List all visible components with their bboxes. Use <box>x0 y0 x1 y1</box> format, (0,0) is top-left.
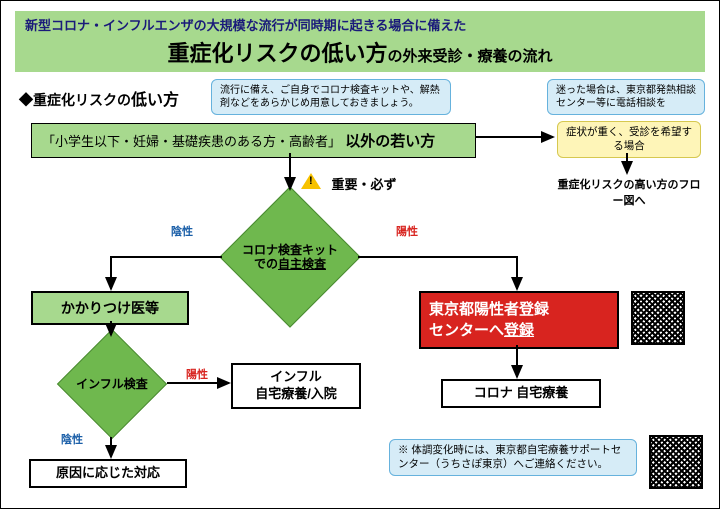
box-register-l2u: 登録 <box>504 322 534 339</box>
title-line2-big: 重症化リスクの低い方 <box>167 41 387 66</box>
title-line2-small: の外来受診・療養の流れ <box>388 48 553 65</box>
link-highrisk-flow-label: 重症化リスクの高い方のフロー図へ <box>558 179 701 207</box>
important-label: 重要・必ず <box>331 177 396 192</box>
criteria-bar: 「小学生以下・妊婦・基礎疾患のある方・高齢者」 以外の若い方 <box>31 123 476 158</box>
box-corona-home: コロナ 自宅療養 <box>441 379 601 408</box>
box-register-l1: 東京都陽性者登録 <box>429 299 609 320</box>
note-symptoms: 症状が重く、受診を希望する場合 <box>557 121 701 158</box>
section-heading-bold: 低い方 <box>131 92 179 109</box>
important-label-group: 重要・必ず <box>301 173 396 194</box>
diamond-selftest-l2u: 自主検査 <box>278 257 326 271</box>
section-heading-prefix: ◆重症化リスクの <box>19 92 131 108</box>
note-prepare: 流行に備え、ご自身でコロナ検査キットや、解熱剤などをあらかじめ用意しておきましょ… <box>211 79 451 115</box>
box-register[interactable]: 東京都陽性者登録 センターへ登録 <box>419 291 619 349</box>
label-positive-1: 陽性 <box>396 223 418 239</box>
qr-register[interactable] <box>631 291 685 345</box>
box-doctor: かかりつけ医等 <box>31 291 189 325</box>
criteria-suffix: 以外の若い方 <box>345 133 435 150</box>
note-footer: ※ 体調変化時には、東京都自宅療養サポートセンター（うちさぽ東京）へご連絡くださ… <box>389 439 637 476</box>
label-negative-2: 陰性 <box>61 431 83 447</box>
label-positive-2: 陽性 <box>186 366 208 382</box>
diamond-flutest: インフル検査 <box>57 329 167 439</box>
diamond-selftest-l2: での <box>254 257 278 271</box>
box-flu-home: インフル 自宅療養/入院 <box>231 363 361 409</box>
label-negative-1: 陰性 <box>171 223 193 239</box>
diamond-selftest-l1: コロナ検査キット <box>242 243 338 257</box>
diamond-selftest: コロナ検査キット での自主検査 <box>219 186 360 327</box>
section-heading: ◆重症化リスクの低い方 <box>19 86 179 110</box>
link-highrisk-flow[interactable]: 重症化リスクの高い方のフロー図へ <box>557 176 701 208</box>
diamond-flutest-label: インフル検査 <box>76 377 148 391</box>
note-consult: 迷った場合は、東京都発熱相談センター等に電話相談を <box>547 79 705 115</box>
warning-icon <box>301 173 321 189</box>
criteria-prefix: 「小学生以下・妊婦・基礎疾患のある方・高齢者」 <box>42 134 341 149</box>
title-band: 新型コロナ・インフルエンザの大規模な流行が同時期に起きる場合に備えた 重症化リス… <box>15 11 705 72</box>
title-line1: 新型コロナ・インフルエンザの大規模な流行が同時期に起きる場合に備えた <box>25 15 695 34</box>
qr-support[interactable] <box>649 435 703 489</box>
box-register-l2: センターへ <box>429 322 504 339</box>
box-cause: 原因に応じた対応 <box>29 459 187 488</box>
